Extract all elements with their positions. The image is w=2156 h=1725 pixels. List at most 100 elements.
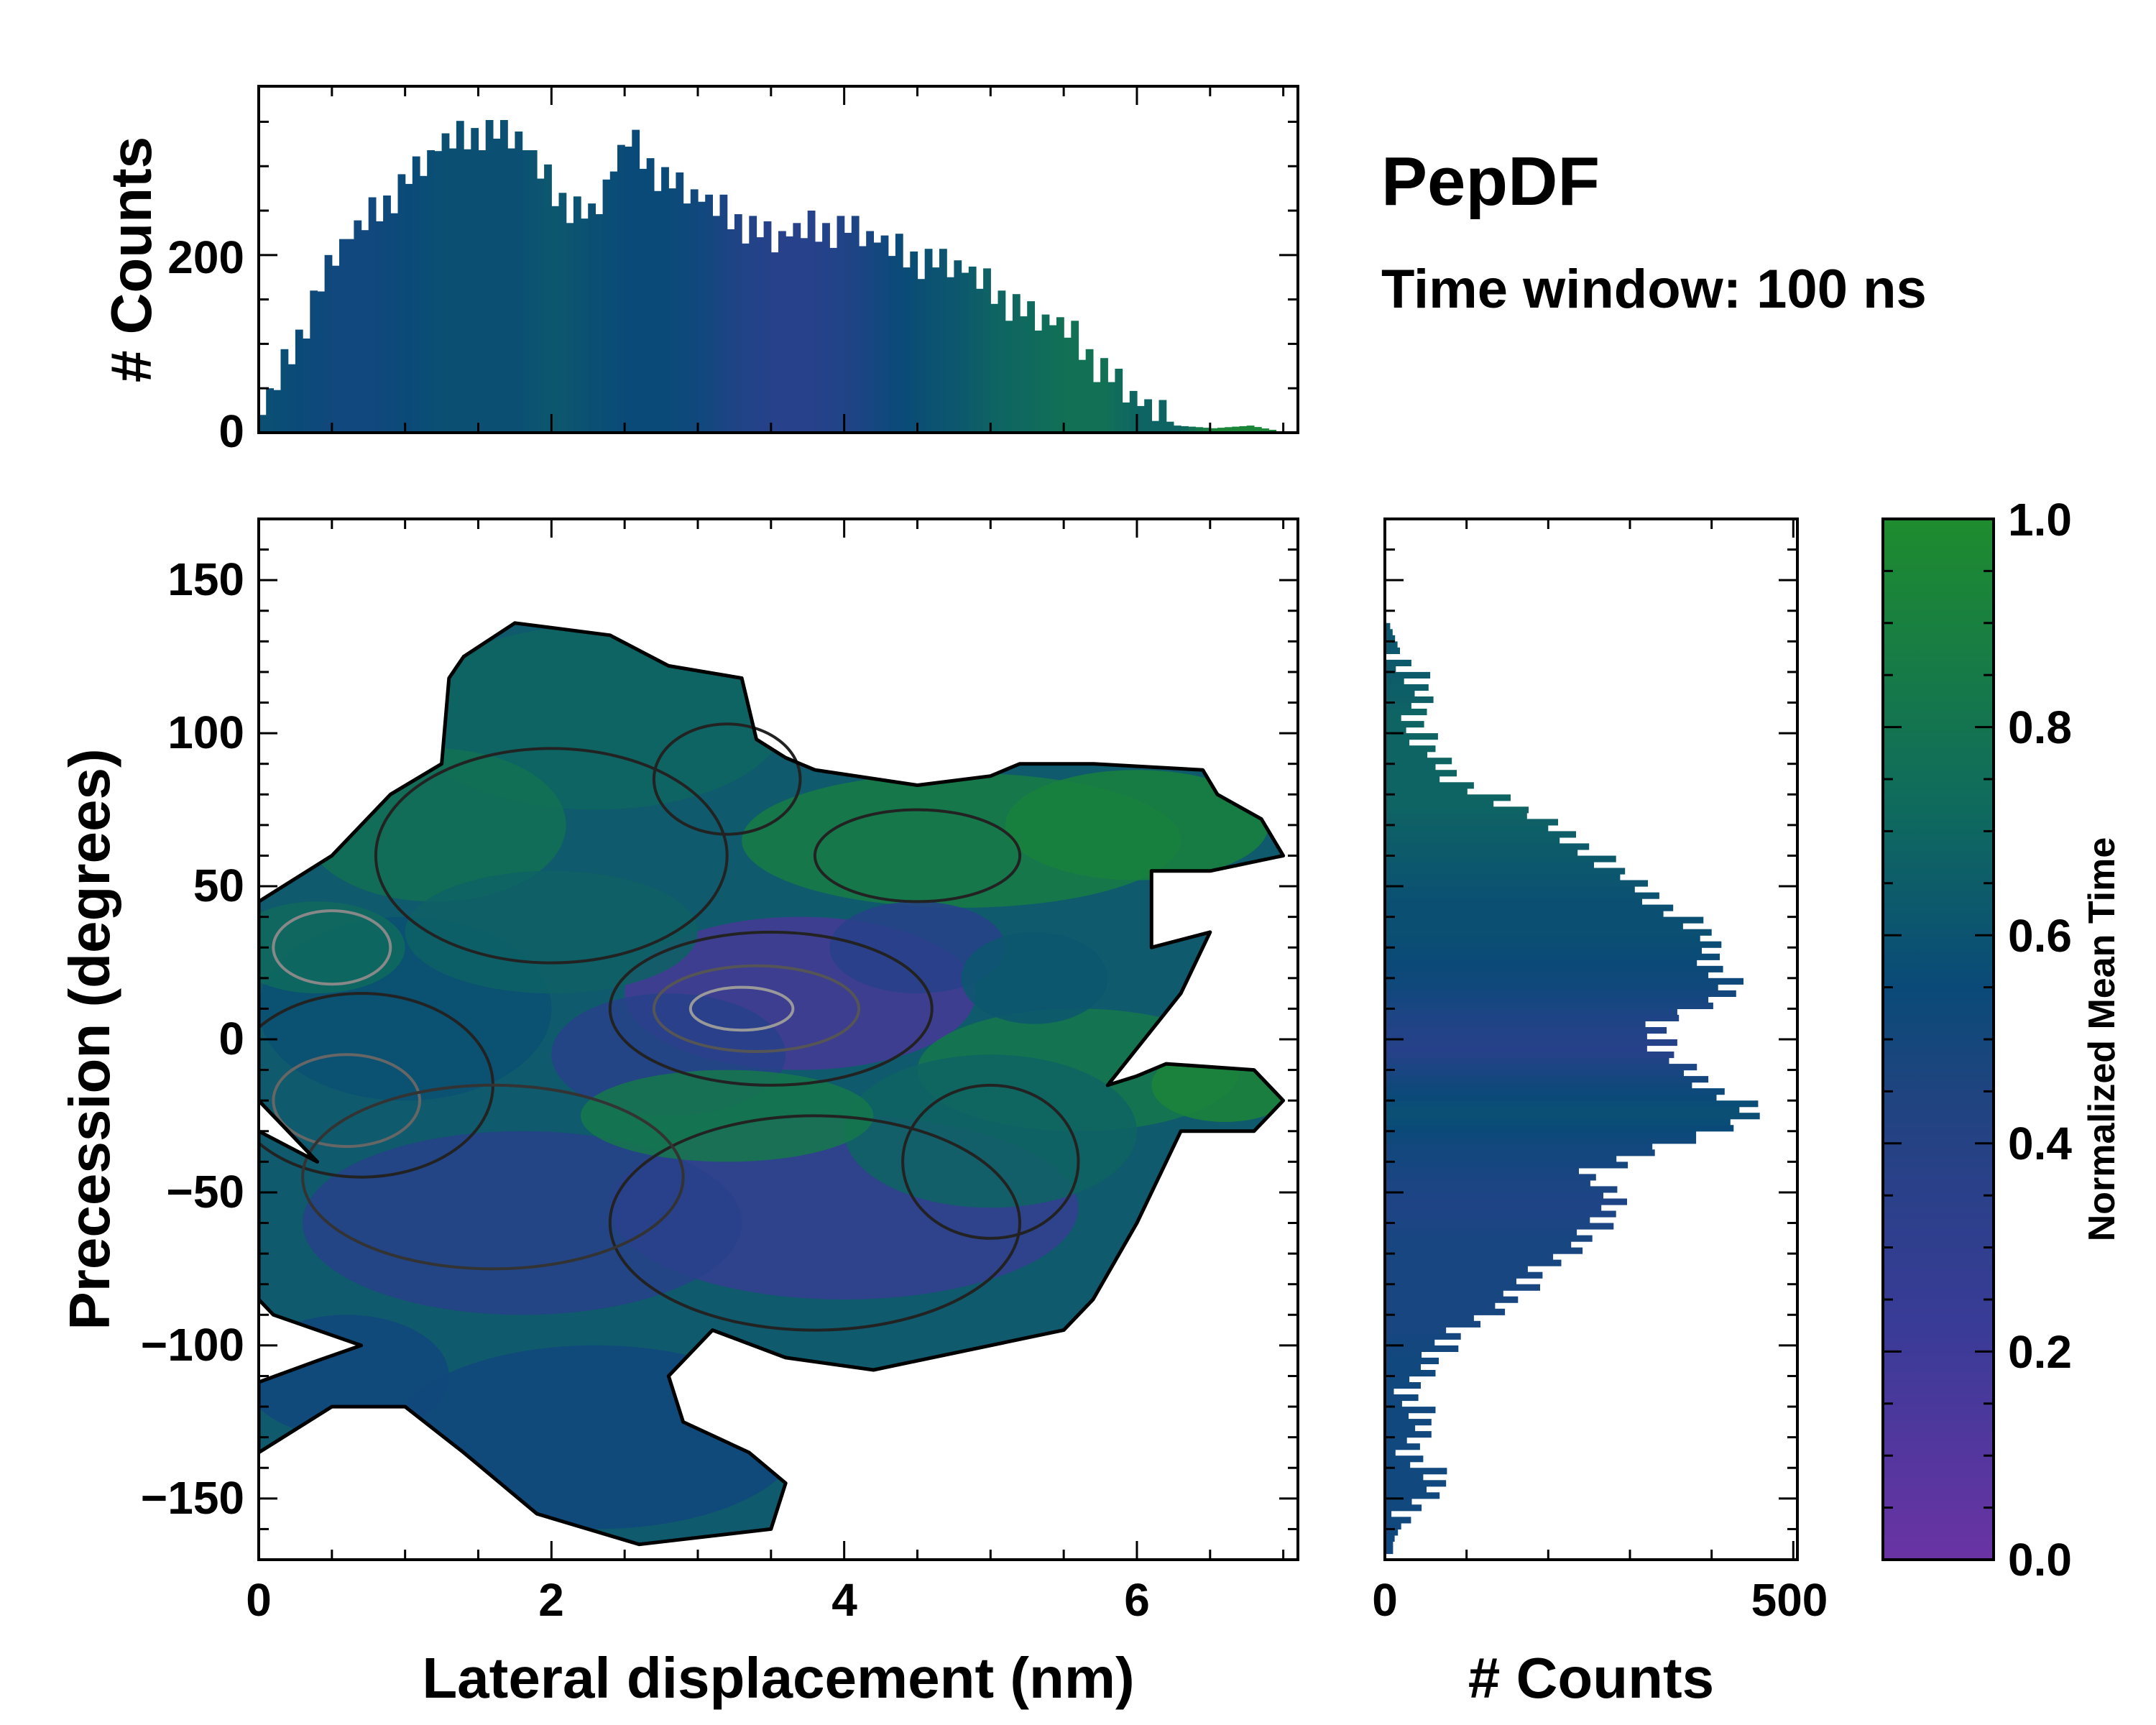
right-bar <box>1385 1345 1459 1352</box>
top-bar <box>756 237 765 433</box>
top-bar <box>317 291 326 433</box>
color-blob-9 <box>1151 1048 1284 1123</box>
right-bar <box>1385 916 1704 924</box>
right-bar <box>1385 647 1400 654</box>
right-bar <box>1385 978 1743 985</box>
top-bar <box>1085 349 1094 433</box>
top-bar <box>1173 426 1181 433</box>
main-xtick-label-0: 0 <box>246 1574 272 1626</box>
top-bar <box>990 303 999 433</box>
right-bar <box>1385 1198 1627 1205</box>
top-bar <box>917 279 926 433</box>
top-bar <box>448 148 457 433</box>
right-bar <box>1385 1437 1407 1444</box>
right-bar <box>1385 1357 1439 1364</box>
top-bar <box>975 288 984 433</box>
top-bar <box>588 203 596 433</box>
right-bar <box>1385 1045 1647 1052</box>
top-bar <box>1210 428 1218 433</box>
color-blob-3 <box>1005 770 1269 880</box>
right-bar <box>1385 1315 1474 1322</box>
top-bar <box>844 232 852 433</box>
right-bar <box>1385 1339 1435 1346</box>
right-bar <box>1385 1394 1419 1402</box>
top-bar <box>661 167 669 433</box>
right-bar <box>1385 960 1697 967</box>
heatmap-region-outline <box>259 621 1286 1547</box>
right-bar <box>1385 929 1712 936</box>
top-bar <box>287 364 296 433</box>
top-bar <box>668 188 677 433</box>
colorbar-label: Normalized Mean Time <box>2081 837 2123 1242</box>
colorbar-tick-label-0.2: 0.2 <box>2008 1326 2072 1378</box>
top-bar <box>383 196 391 433</box>
right-bar <box>1385 659 1411 666</box>
top-bar <box>1261 428 1269 433</box>
top-bar <box>1115 369 1123 433</box>
right-bar <box>1385 794 1511 801</box>
right-bar <box>1385 1057 1669 1064</box>
right-bar <box>1385 696 1434 704</box>
top-bar <box>1158 400 1167 433</box>
top-bar <box>558 193 567 433</box>
top-bar <box>822 223 830 433</box>
top-bar <box>770 252 779 433</box>
top-bar <box>1181 426 1189 433</box>
top-bar <box>434 151 443 433</box>
figure-title: PepDF <box>1381 143 1600 220</box>
top-bar <box>602 179 611 433</box>
right-bar <box>1385 1186 1618 1193</box>
top-bar <box>551 206 560 433</box>
top-bar <box>1253 427 1262 433</box>
right-bar <box>1385 1486 1427 1493</box>
main-ytick-label-minus150: −150 <box>141 1472 244 1524</box>
contour-7 <box>608 1114 1022 1332</box>
right-bar <box>1385 1088 1725 1095</box>
top-bar <box>1027 301 1035 433</box>
top-bar <box>961 272 969 433</box>
contour-6 <box>374 747 729 965</box>
right-bar <box>1385 965 1723 972</box>
right-bar <box>1385 1149 1655 1156</box>
right-bar <box>1385 984 1718 991</box>
top-histogram-ylabel: # Counts <box>99 137 163 382</box>
top-bar <box>485 120 494 433</box>
right-bar <box>1385 745 1436 753</box>
right-bar <box>1385 1492 1440 1499</box>
right-bar <box>1385 1235 1593 1242</box>
main-ytick-label-minus100: −100 <box>141 1319 244 1371</box>
color-blob-14 <box>844 1054 1138 1208</box>
right-bar <box>1385 1118 1731 1126</box>
top-bar <box>537 178 545 433</box>
right-bar <box>1385 806 1529 814</box>
right-bar <box>1385 1266 1528 1273</box>
right-bar <box>1385 1247 1583 1254</box>
main-ytick-label-50: 50 <box>193 860 244 911</box>
right-bar <box>1385 690 1415 697</box>
top-bar <box>1225 427 1233 433</box>
right-bar <box>1385 1070 1684 1077</box>
top-bar <box>1005 321 1013 433</box>
right-bar <box>1385 1480 1447 1487</box>
top-bar <box>1071 321 1079 433</box>
figure-subtitle: Time window: 100 ns <box>1381 259 1927 320</box>
heatmap-contours <box>259 722 1080 1332</box>
right-bar <box>1385 1021 1646 1028</box>
right-bar <box>1385 1131 1697 1138</box>
right-bar <box>1385 843 1590 850</box>
top-bar <box>492 138 501 433</box>
right-bar <box>1385 1229 1577 1236</box>
right-bar <box>1385 770 1457 777</box>
top-bar <box>676 172 684 433</box>
top-bar <box>1020 316 1028 433</box>
top-histogram: # Counts 200 0 <box>99 85 1299 457</box>
right-bar <box>1385 831 1576 838</box>
color-blob-18 <box>405 870 698 994</box>
top-bar <box>529 150 538 433</box>
right-bar <box>1385 709 1427 716</box>
top-bar <box>734 214 742 433</box>
top-bar <box>522 150 530 433</box>
right-bar <box>1385 1510 1392 1517</box>
main-xtick-label-4: 4 <box>831 1574 857 1626</box>
